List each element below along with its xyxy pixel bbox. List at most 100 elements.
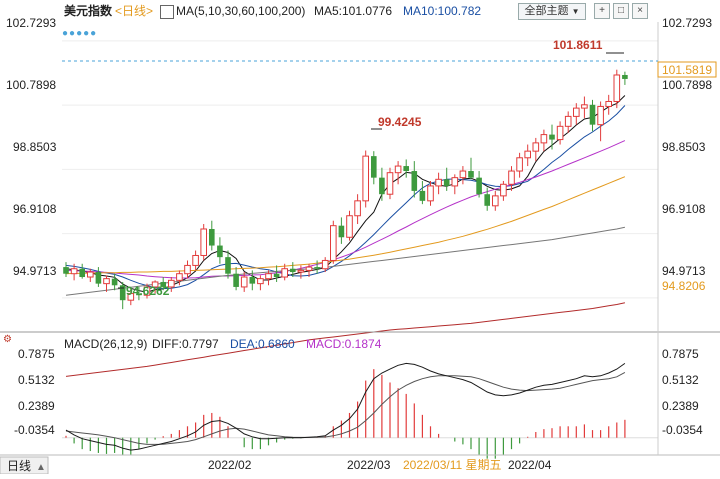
chart-header: 美元指数 <日线> MA(5,10,30,60,100,200) MA5:101…	[0, 0, 720, 22]
macd-title: MACD(26,12,9)	[64, 337, 147, 351]
candle-body-55	[508, 170, 515, 185]
candle-body-67	[605, 100, 613, 107]
panel-settings-icon[interactable]: ⚙	[3, 334, 12, 345]
candle-body-38	[371, 156, 377, 178]
grid-lines	[62, 40, 658, 299]
candle-body-65	[589, 104, 596, 125]
theme-button-label: 全部主题	[524, 5, 569, 17]
indicator-dots-icon[interactable]: ●●●●●	[62, 28, 97, 39]
candle-body-9	[136, 293, 142, 296]
candle-body-7	[119, 285, 126, 301]
macd-dea: DEA:0.6860	[230, 337, 295, 351]
candle-body-46	[435, 178, 442, 187]
series-line-ma30	[65, 140, 626, 279]
candle-body-63	[573, 107, 580, 117]
candle-body-21	[233, 273, 239, 287]
candle-body-57	[524, 150, 532, 159]
candle-body-51	[476, 177, 482, 195]
candle-body-37	[362, 155, 369, 202]
period-tab-arrow-icon: ▲	[36, 462, 46, 473]
candle-body-62	[564, 115, 572, 127]
candle-body-6	[111, 278, 118, 286]
current-price-tag	[657, 61, 717, 78]
macd-label-left-1: 0.7875	[18, 347, 55, 361]
macd-diff: DIFF:0.7797	[152, 337, 219, 351]
candle-body-20	[225, 257, 231, 274]
price-label-left-1: 102.7293	[6, 16, 56, 30]
candle-body-26	[273, 273, 280, 278]
candle-body-59	[540, 134, 548, 144]
price-label-right-3: 98.8503	[662, 140, 706, 154]
restore-icon[interactable]: □	[613, 3, 629, 19]
candle-body-8	[127, 293, 135, 301]
candle-body-29	[297, 269, 305, 273]
macd-label-left-2: 0.5132	[18, 373, 55, 387]
macd-header: MACD(26,12,9) DIFF:0.7797 DEA:0.6860 MAC…	[64, 337, 382, 351]
candle-body-36	[354, 200, 361, 217]
macd-label-left-3: 0.2389	[18, 399, 55, 413]
candle-body-16	[192, 254, 199, 266]
candle-body-31	[314, 267, 320, 269]
candle-body-42	[403, 166, 409, 172]
candle-body-5	[103, 278, 110, 285]
ma200-value-label: 94.8206	[662, 279, 706, 293]
add-icon[interactable]: +	[594, 3, 610, 19]
cursor-date-label: 2022/03/11 星期五	[403, 458, 502, 472]
series-line-ma5	[65, 95, 626, 293]
candle-body-44	[419, 190, 426, 201]
candle-body-64	[581, 104, 588, 109]
candle-body-33	[330, 225, 337, 261]
macd-series	[62, 362, 658, 459]
candle-body-12	[160, 281, 166, 287]
period-selector[interactable]: <日线>	[115, 4, 154, 18]
macd-label-right-2: 0.5132	[662, 373, 699, 387]
price-label-right-1: 102.7293	[662, 16, 712, 30]
candle-body-30	[305, 266, 313, 271]
candle-body-52	[484, 194, 490, 206]
x-label-mar: 2022/03	[347, 458, 391, 472]
candle-body-15	[184, 264, 191, 275]
x-label-apr: 2022/04	[508, 458, 552, 472]
candle-body-2	[79, 268, 85, 278]
theme-select-button[interactable]: 全部主题 ▼	[518, 3, 586, 20]
candle-body-60	[549, 134, 555, 140]
ma5-value: MA5:101.0776	[314, 4, 393, 18]
candle-body-13	[168, 279, 175, 288]
candle-body-35	[346, 215, 353, 238]
macd-label-right-4: -0.0354	[662, 423, 703, 437]
candle-body-41	[394, 165, 402, 174]
candle-body-43	[411, 171, 418, 191]
price-label-right-4: 96.9108	[662, 202, 706, 216]
candle-body-18	[209, 228, 215, 246]
candle-body-61	[556, 125, 564, 141]
candle-body-68	[613, 74, 621, 102]
symbol-name: 美元指数	[64, 4, 113, 18]
candle-body-58	[532, 142, 540, 152]
macd-value: MACD:0.1874	[306, 337, 382, 351]
close-icon[interactable]: ×	[632, 3, 648, 19]
candle-body-17	[200, 228, 207, 256]
candle-body-11	[151, 281, 159, 288]
candle-body-28	[290, 268, 296, 273]
candle-body-56	[516, 157, 523, 172]
current-price-value: 101.5819	[662, 63, 712, 77]
macd-diff-line	[65, 362, 626, 451]
candle-body-25	[265, 273, 272, 280]
ma-checkbox[interactable]	[160, 5, 174, 19]
period-tab-label: 日线	[7, 459, 31, 473]
candle-body-45	[427, 185, 434, 202]
series-line-ma60	[65, 176, 626, 275]
candle-body-39	[379, 177, 385, 195]
macd-label-right-3: 0.2389	[662, 399, 699, 413]
price-label-right-2: 100.7898	[662, 78, 712, 92]
moving-average-lines	[65, 95, 626, 377]
candle-body-40	[386, 172, 394, 195]
price-label-left-3: 98.8503	[13, 140, 57, 154]
candle-body-3	[87, 271, 94, 278]
high-price-annotation: 101.8611	[553, 38, 603, 52]
candle-body-24	[257, 278, 264, 285]
candle-body-19	[217, 245, 223, 258]
macd-label-right-1: 0.7875	[662, 347, 699, 361]
